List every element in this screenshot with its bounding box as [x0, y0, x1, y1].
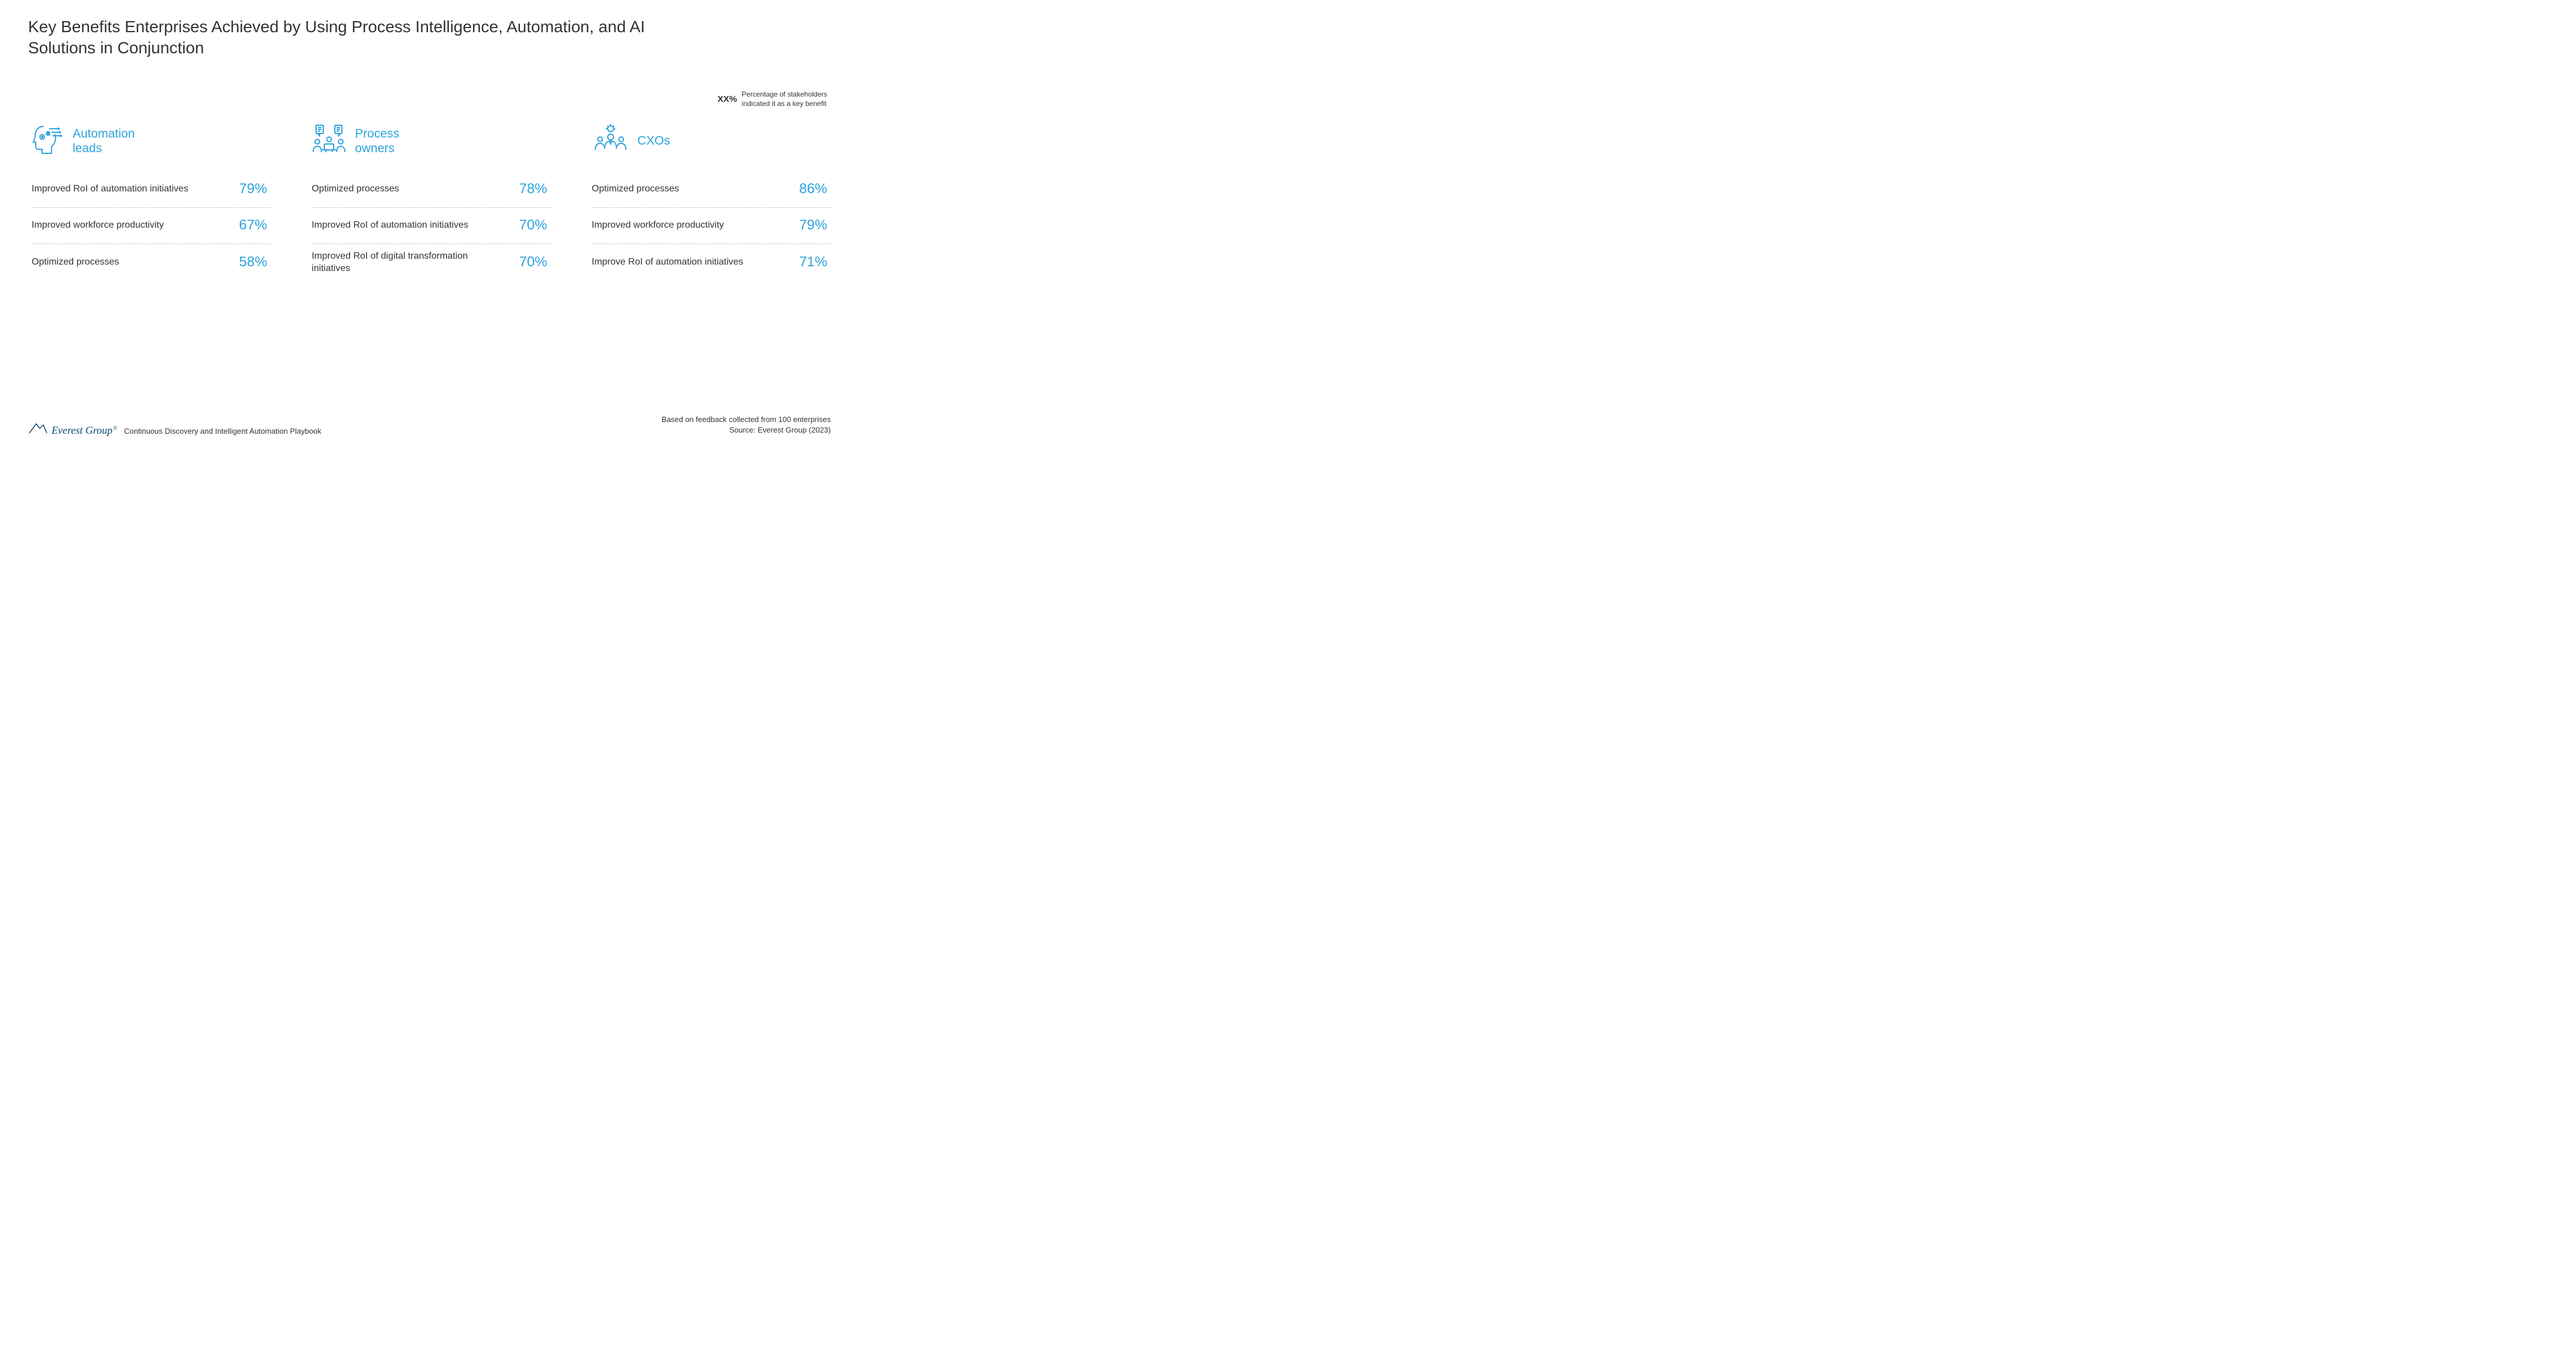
benefit-pct: 58% — [239, 254, 270, 270]
benefit-pct: 78% — [519, 181, 551, 197]
benefit-row: Improved RoI of digital transformation i… — [311, 244, 550, 281]
benefit-row: Improved workforce productivity 67% — [32, 208, 270, 244]
column-title: Process owners — [355, 126, 399, 156]
benefit-label: Improved RoI of automation initiatives — [32, 183, 189, 195]
columns-container: Automation leads Improved RoI of automat… — [28, 124, 831, 281]
column-header: CXOs — [592, 124, 831, 159]
logo-registered: ® — [113, 425, 117, 431]
footer-note-line1: Based on feedback collected from 100 ent… — [662, 414, 831, 425]
column-title-line1: CXOs — [638, 133, 670, 148]
benefit-label: Improved workforce productivity — [32, 219, 164, 232]
benefit-pct: 70% — [519, 254, 551, 270]
everest-group-logo — [28, 420, 48, 435]
logo-name: Everest Group — [52, 424, 112, 436]
benefit-row: Improved RoI of automation initiatives 7… — [32, 171, 270, 208]
column-title-line1: Process — [355, 126, 399, 141]
footer-left: Everest Group® Continuous Discovery and … — [28, 420, 321, 435]
benefit-pct: 70% — [519, 217, 551, 234]
column-title: CXOs — [638, 133, 670, 148]
benefit-pct: 79% — [239, 181, 270, 197]
benefit-label: Improve RoI of automation initiatives — [592, 256, 744, 269]
column-title-line2: owners — [355, 141, 399, 156]
process-owners-icon — [311, 123, 347, 159]
automation-head-icon — [32, 123, 64, 159]
benefit-row: Improved RoI of automation initiatives 7… — [311, 208, 550, 244]
footer-note-line2: Source: Everest Group (2023) — [662, 425, 831, 435]
page-title: Key Benefits Enterprises Achieved by Usi… — [28, 16, 701, 59]
column-header: Automation leads — [32, 124, 270, 159]
column-title-line1: Automation — [73, 126, 135, 141]
benefit-row: Improve RoI of automation initiatives 71… — [592, 244, 831, 280]
legend-text: Percentage of stakeholders indicated it … — [742, 90, 827, 108]
column-process-owners: Process owners Optimized processes 78% I… — [311, 124, 550, 281]
benefit-pct: 79% — [799, 217, 831, 234]
benefit-label: Optimized processes — [32, 256, 119, 269]
benefit-row: Optimized processes 78% — [311, 171, 550, 208]
column-cxos: CXOs Optimized processes 86% Improved wo… — [592, 124, 831, 281]
column-automation-leads: Automation leads Improved RoI of automat… — [32, 124, 270, 281]
column-title-line2: leads — [73, 141, 135, 156]
footer: Everest Group® Continuous Discovery and … — [28, 414, 831, 435]
logo-text: Everest Group® — [52, 424, 117, 437]
benefit-label: Optimized processes — [592, 183, 679, 195]
column-title: Automation leads — [73, 126, 135, 156]
legend-line1: Percentage of stakeholders — [742, 90, 827, 100]
benefit-pct: 71% — [799, 254, 831, 270]
benefit-row: Optimized processes 58% — [32, 244, 270, 280]
benefit-label: Optimized processes — [311, 183, 399, 195]
playbook-text: Continuous Discovery and Intelligent Aut… — [124, 427, 321, 435]
benefit-row: Improved workforce productivity 79% — [592, 208, 831, 244]
benefit-pct: 67% — [239, 217, 270, 234]
benefit-row: Optimized processes 86% — [592, 171, 831, 208]
benefit-label: Improved RoI of digital transformation i… — [311, 250, 484, 275]
benefit-pct: 86% — [799, 181, 831, 197]
legend-marker: XX% — [718, 94, 737, 104]
benefit-label: Improved RoI of automation initiatives — [311, 219, 468, 232]
column-header: Process owners — [311, 124, 550, 159]
benefit-label: Improved workforce productivity — [592, 219, 724, 232]
cxos-team-icon — [592, 123, 629, 159]
footer-right: Based on feedback collected from 100 ent… — [662, 414, 831, 435]
legend-line2: indicated it as a key benefit — [742, 100, 827, 109]
legend: XX% Percentage of stakeholders indicated… — [718, 90, 827, 108]
